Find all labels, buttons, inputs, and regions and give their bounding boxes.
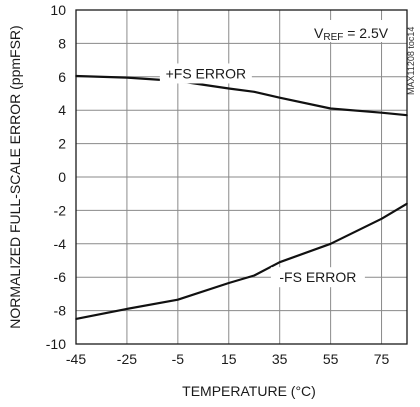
- y-tick-label: -10: [46, 336, 66, 352]
- y-tick-label: 8: [58, 35, 66, 51]
- y-tick-label: -4: [54, 236, 67, 252]
- y-tick-label: 10: [50, 2, 66, 18]
- y-tick-label: 6: [58, 69, 66, 85]
- x-tick-label: 55: [323, 351, 339, 367]
- data-point: [278, 96, 281, 99]
- series-label-bg: [270, 267, 365, 288]
- data-point: [177, 298, 179, 301]
- data-point: [253, 274, 256, 277]
- y-axis-label: NORMALIZED FULL-SCALE ERROR (ppmFSR): [7, 25, 23, 328]
- y-tick-label: -8: [54, 303, 67, 319]
- data-point: [329, 107, 332, 110]
- plot-frame: [75, 9, 408, 345]
- data-point: [278, 261, 281, 263]
- data-point: [126, 76, 128, 79]
- data-point: [75, 75, 77, 77]
- x-axis-label: TEMPERATURE (°C): [182, 383, 316, 399]
- y-tick-label: -2: [54, 202, 67, 218]
- data-point: [75, 318, 77, 320]
- data-point: [380, 217, 383, 220]
- x-tick-label: -45: [66, 351, 86, 367]
- series-line-1: [75, 202, 408, 320]
- grid: [76, 10, 407, 344]
- data-point: [253, 91, 256, 93]
- data-point: [406, 202, 408, 205]
- y-tick-label: 0: [58, 169, 66, 185]
- data-point: [329, 243, 332, 245]
- series-labels: +FS ERROR -FS ERROR: [159, 63, 365, 288]
- figure-code: MAX11208 toc14: [406, 27, 416, 95]
- x-tick-labels: -45 -25 -5 15 35 55 75: [66, 351, 390, 367]
- series-label-bg: [159, 63, 252, 84]
- y-tick-label: -6: [54, 269, 67, 285]
- vref-annotation: VREF = 2.5V: [314, 25, 389, 43]
- vref-label-bg: [306, 20, 398, 42]
- x-tick-label: 75: [374, 351, 390, 367]
- data-point: [380, 111, 383, 114]
- y-tick-label: 2: [58, 136, 66, 152]
- data-point: [227, 87, 230, 90]
- x-tick-label: 15: [221, 351, 237, 367]
- series-label: +FS ERROR: [166, 65, 247, 81]
- x-tick-label: -25: [117, 351, 137, 367]
- x-tick-label: -5: [172, 351, 185, 367]
- data-point: [227, 282, 230, 284]
- y-tick-label: 4: [58, 102, 66, 118]
- series-label: -FS ERROR: [279, 269, 356, 285]
- series-lines: [75, 74, 408, 320]
- data-point: [126, 308, 128, 310]
- data-point: [406, 114, 408, 117]
- y-tick-labels: -10 -8 -6 -4 -2 0 2 4 6 8 10: [46, 2, 66, 352]
- x-tick-label: 35: [272, 351, 288, 367]
